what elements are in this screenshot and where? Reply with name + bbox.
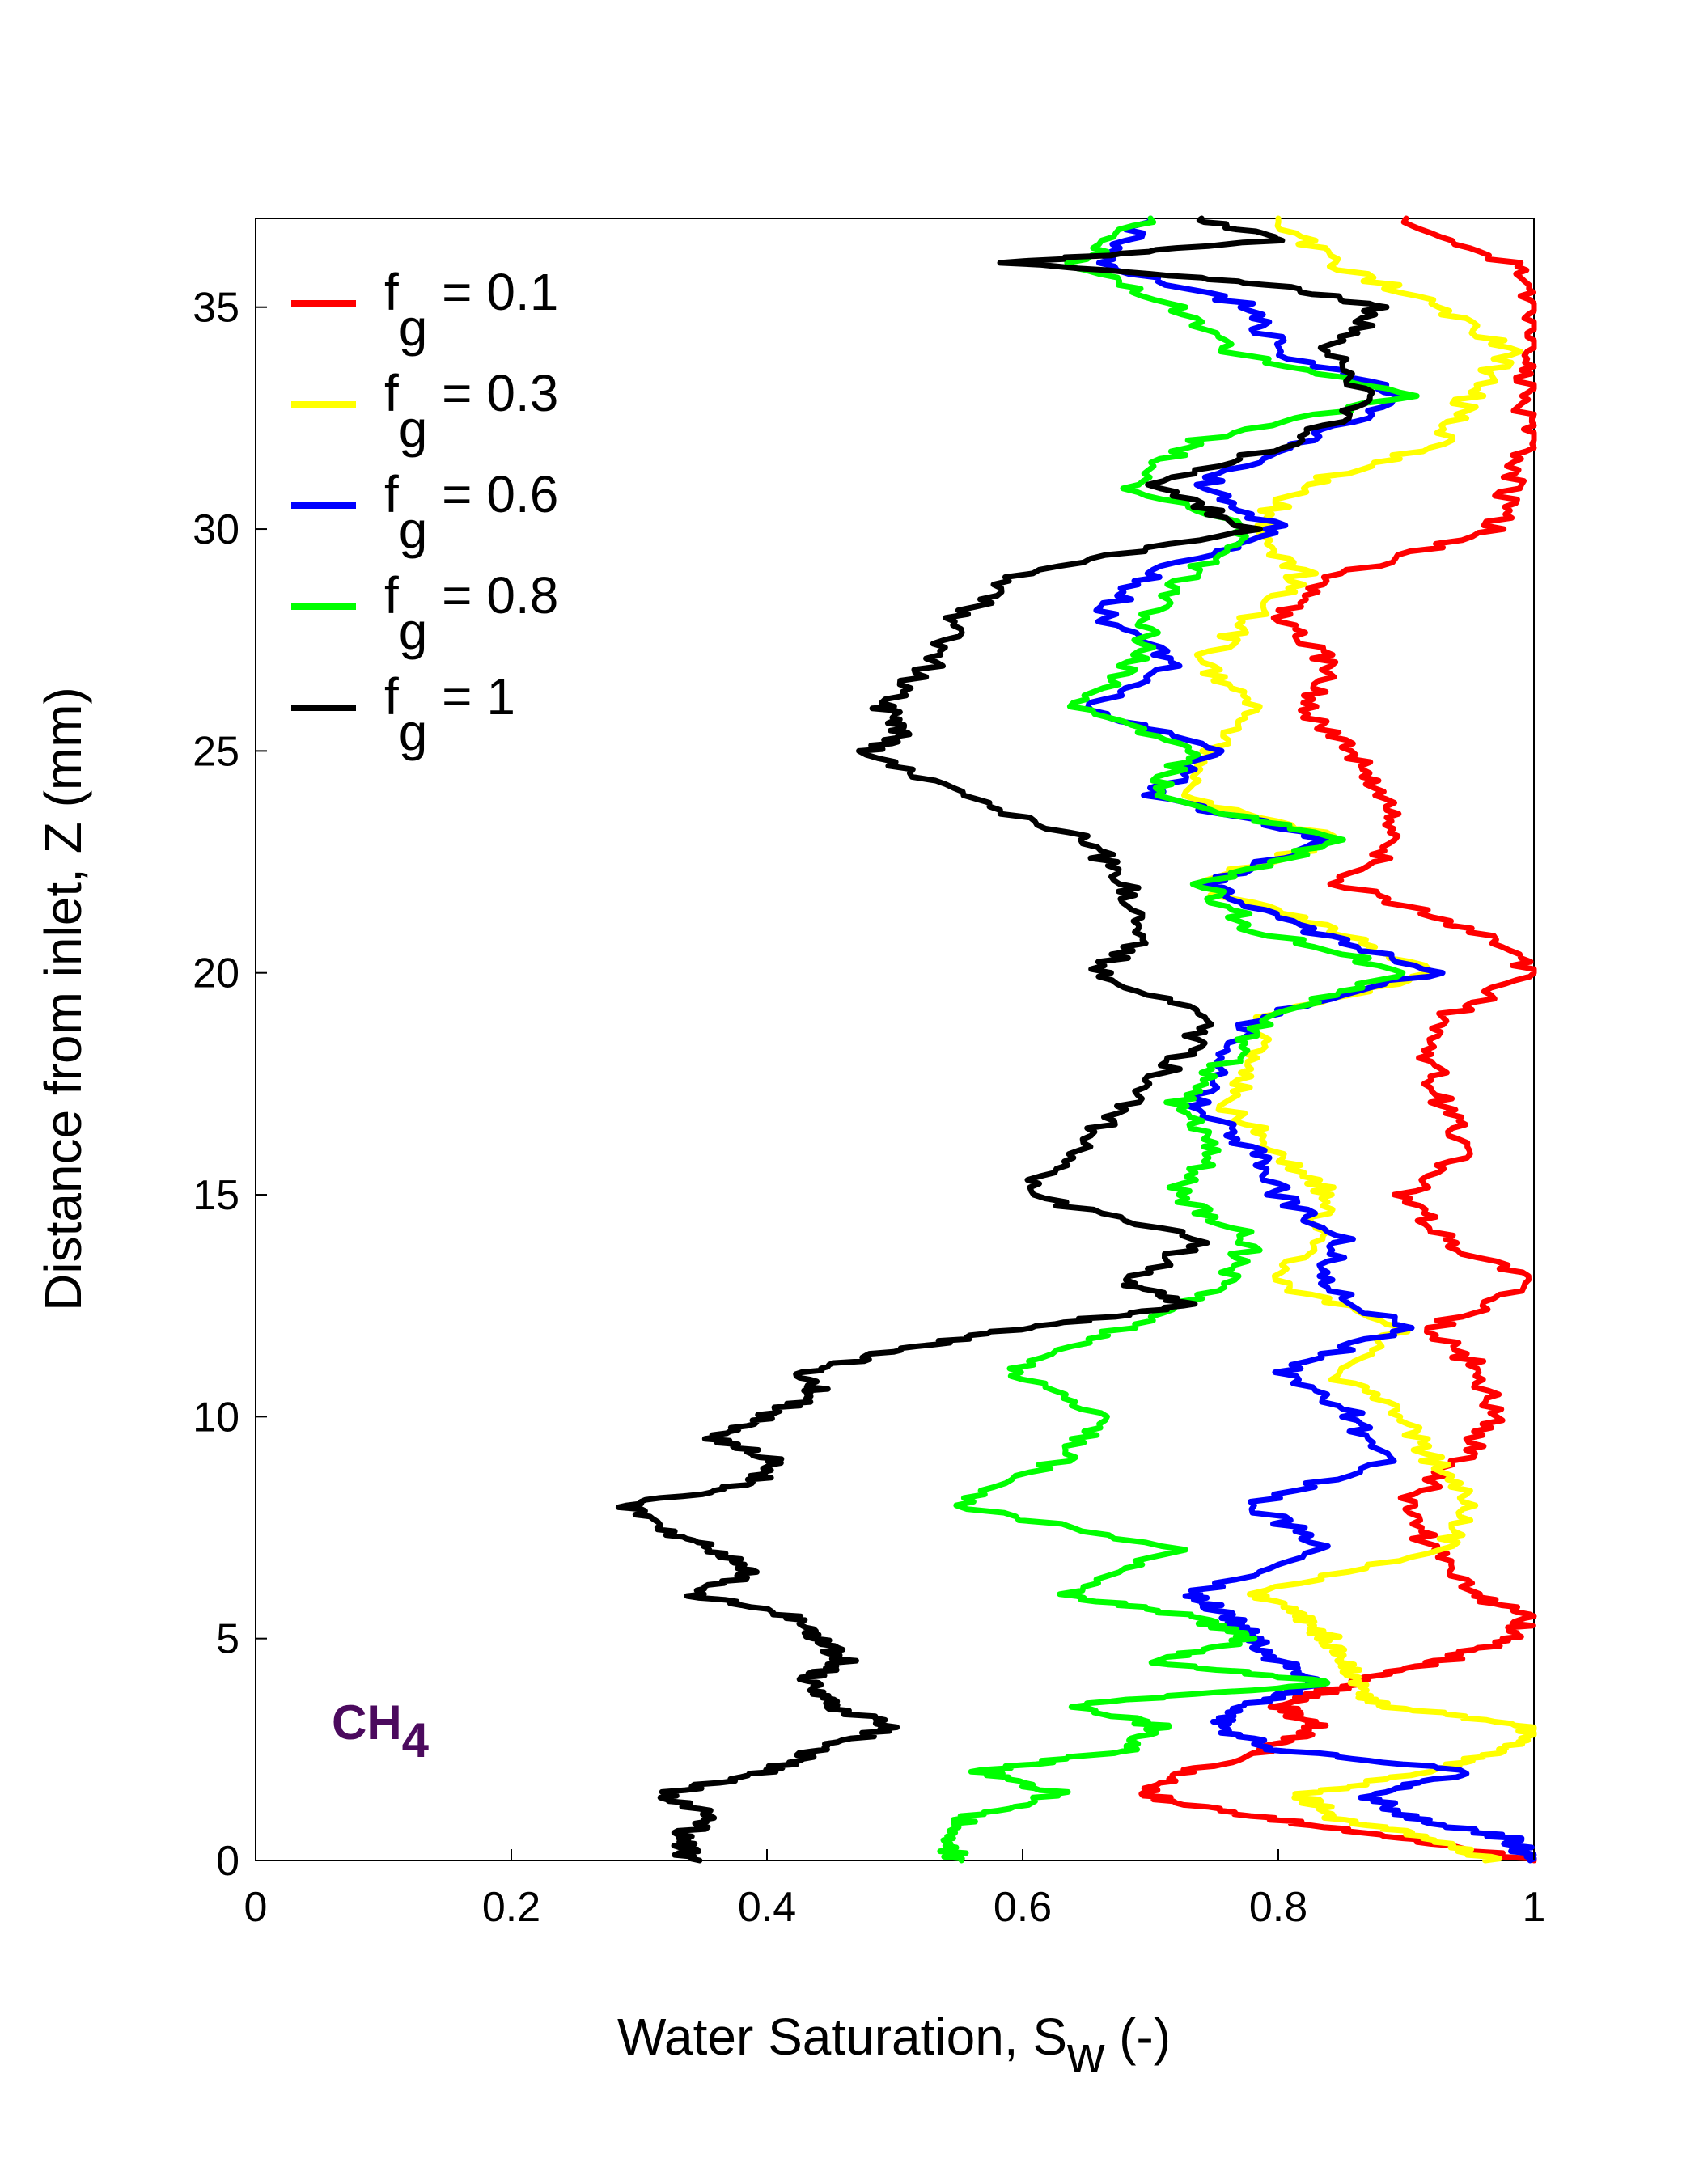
series-line-0 [1138,215,1537,1864]
y-tick-label-7: 35 [193,285,239,332]
x-tick-label-5: 1 [1523,1884,1546,1931]
x-axis-label-tail: (-) [1104,2008,1171,2066]
legend-label-1: fg = 0.3 [384,364,558,458]
y-tick-label-1: 5 [216,1616,239,1663]
series-group [615,215,1537,1864]
series-line-3 [937,215,1420,1864]
legend: fg = 0.1fg = 0.3fg = 0.6fg = 0.8fg = 1 [291,263,558,761]
y-tick-label-5: 25 [193,728,239,775]
x-tick-label-1: 0.2 [482,1884,540,1931]
legend-label-4: fg = 1 [384,667,515,761]
annotation-main: CH [332,1695,402,1750]
series-line-4 [615,215,1390,1864]
ch4-annotation: CH4 [332,1695,430,1767]
x-tick-label-4: 0.8 [1249,1884,1307,1931]
x-axis-label-main: Water Saturation, S [617,2008,1067,2066]
y-tick-label-0: 0 [216,1838,239,1885]
x-tick-label-3: 0.6 [994,1884,1052,1931]
y-tick-label-4: 20 [193,950,239,997]
x-tick-label-0: 0 [244,1884,268,1931]
legend-label-2: fg = 0.6 [384,465,558,559]
x-tick-label-2: 0.4 [738,1884,796,1931]
plot-area [255,218,1535,1861]
y-tick-label-6: 30 [193,506,239,553]
series-line-2 [1085,215,1537,1864]
legend-label-3: fg = 0.8 [384,566,558,660]
annotation-sub: 4 [402,1713,430,1767]
y-tick-label-2: 10 [193,1394,239,1441]
legend-label-0: fg = 0.1 [384,263,558,357]
y-tick-label-3: 15 [193,1172,239,1219]
y-axis-label: Distance from inlet, Z (mm) [34,687,92,1311]
x-axis: 0 0.2 0.4 0.6 0.8 1 [244,1849,1546,1931]
y-axis: 0 5 10 15 20 25 30 35 [193,285,267,1885]
x-axis-label-sub: w [1066,2025,1105,2084]
x-axis-label: Water Saturation, Sw (-) [617,2008,1171,2084]
